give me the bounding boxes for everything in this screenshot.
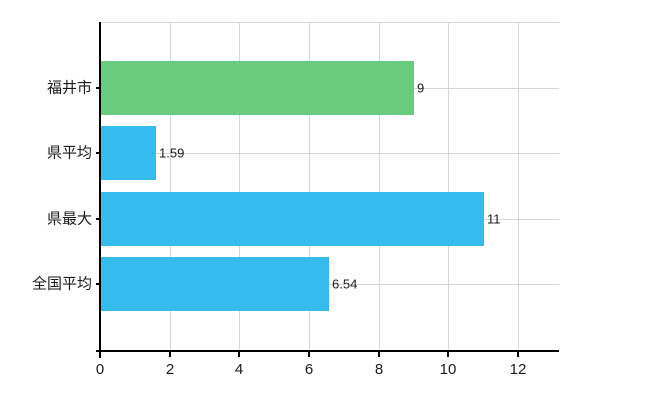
y-tick-mark — [96, 283, 101, 285]
y-tick-mark — [96, 152, 101, 154]
value-label: 1.59 — [159, 145, 185, 161]
x-tick-label: 12 — [509, 361, 527, 378]
y-axis-line — [99, 22, 101, 358]
category-label: 県最大 — [46, 210, 92, 228]
bar-全国平均 — [101, 257, 329, 311]
category-label: 福井市 — [46, 79, 92, 97]
x-tick-mark — [517, 350, 519, 357]
y-tick-mark — [96, 218, 101, 220]
x-tick-label: 6 — [304, 361, 314, 378]
category-label: 全国平均 — [31, 275, 92, 293]
y-gridline — [100, 284, 559, 285]
x-tick-label: 10 — [439, 361, 457, 378]
category-label: 県平均 — [46, 144, 92, 162]
x-tick-label: 4 — [234, 361, 244, 378]
x-tick-mark — [99, 350, 101, 357]
x-tick-label: 2 — [165, 361, 175, 378]
value-label: 11 — [487, 211, 501, 227]
x-gridline — [239, 22, 240, 350]
x-axis-line — [96, 350, 559, 352]
y-gridline — [100, 153, 559, 154]
x-tick-label: 8 — [374, 361, 384, 378]
x-tick-mark — [169, 350, 171, 357]
bar-県最大 — [101, 192, 484, 246]
x-tick-mark — [308, 350, 310, 357]
x-gridline — [448, 22, 449, 350]
x-tick-mark — [447, 350, 449, 357]
x-gridline — [309, 22, 310, 350]
value-label: 6.54 — [332, 276, 358, 292]
x-gridline — [518, 22, 519, 350]
x-tick-label: 0 — [95, 361, 105, 378]
value-label: 9 — [417, 80, 425, 96]
x-tick-mark — [238, 350, 240, 357]
y-tick-mark — [96, 87, 101, 89]
plot-top-border — [100, 22, 559, 23]
x-gridline — [379, 22, 380, 350]
x-tick-mark — [378, 350, 380, 357]
bar-福井市 — [101, 61, 414, 115]
x-gridline — [170, 22, 171, 350]
bar-県平均 — [101, 126, 156, 180]
